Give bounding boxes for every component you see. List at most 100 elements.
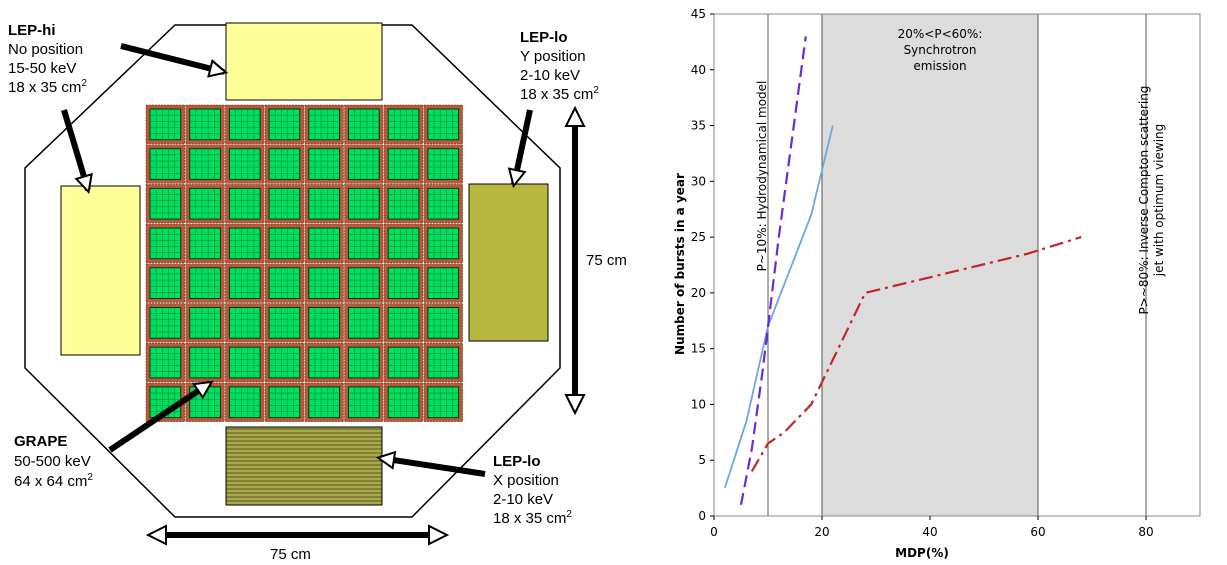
grape-module (225, 223, 265, 264)
grape-module (383, 184, 424, 224)
plot-frame (713, 13, 1201, 517)
grape-module (344, 263, 384, 303)
grape-array (145, 104, 463, 422)
grape-module (185, 223, 225, 264)
grape-module (185, 263, 225, 303)
grape-module (264, 104, 305, 144)
grape-module (344, 184, 384, 224)
x-axis-ticks: 0 20 40 60 80 (710, 516, 1154, 539)
grape-module (383, 223, 424, 264)
y-tick-label: 10 (691, 397, 706, 411)
grape-module (423, 144, 463, 184)
annotation-hydrodynamical: P~10%: Hydrodynamical model (755, 81, 769, 272)
dim-vertical-head-top (564, 105, 586, 127)
lep-lo-y-energy: 2-10 keV (520, 67, 580, 84)
instrument-diagram: LEP-hi No position 15-50 keV 18 x 35 cm2… (8, 22, 627, 563)
dim-horizontal-head-left (145, 524, 167, 546)
synchrotron-shaded-region (822, 14, 1038, 516)
grape-size: 64 x 64 cm2 (14, 472, 93, 490)
lep-lo-y-title: LEP-lo (520, 29, 568, 46)
grape-module (383, 303, 424, 343)
lep-lo-y-position: Y position (520, 48, 586, 65)
lep-hi-size: 18 x 35 cm2 (8, 78, 87, 96)
grape-module (423, 263, 463, 303)
grape-module (145, 303, 185, 343)
grape-module (145, 223, 185, 264)
grape-module (264, 263, 305, 303)
arrow-grape (108, 380, 214, 453)
grape-module (264, 184, 305, 224)
grape-module (225, 184, 265, 224)
region-divider-lines (767, 14, 1147, 516)
grape-module (225, 382, 265, 422)
grape-module (304, 382, 344, 422)
grape-module (383, 144, 424, 184)
grape-module (225, 303, 265, 343)
arrow-lep-hi-top (120, 43, 229, 78)
grape-module (185, 144, 225, 184)
y-tick-label: 40 (691, 63, 706, 77)
lep-hi-energy: 15-50 keV (8, 60, 76, 77)
grape-module (264, 144, 305, 184)
grape-module (304, 263, 344, 303)
data-series (723, 36, 1082, 506)
annotation-inverse-compton-1: P>~80%: Inverse Compton scattering (1137, 86, 1151, 315)
grape-module (423, 342, 463, 383)
grape-module (304, 303, 344, 343)
lep-hi-detector-top (225, 22, 383, 101)
grape-module (383, 263, 424, 303)
grape-module (344, 303, 384, 343)
x-tick-label: 80 (1138, 525, 1153, 539)
grape-module (304, 223, 344, 264)
grape-module (423, 382, 463, 422)
lep-lo-x-position: X position (493, 472, 559, 489)
series-line-solid (723, 125, 834, 489)
grape-module (145, 263, 185, 303)
annotation-synchrotron-2: Synchrotron (904, 43, 977, 57)
y-tick-label: 25 (691, 230, 706, 244)
lep-lo-x-size: 18 x 35 cm2 (493, 509, 572, 527)
grape-module (145, 104, 185, 144)
x-tick-label: 20 (814, 525, 829, 539)
lep-hi-position: No position (8, 41, 83, 58)
dim-horizontal-head-right (428, 524, 450, 546)
lep-lo-y-size: 18 x 35 cm2 (520, 85, 599, 103)
lep-lo-y-detector (468, 183, 549, 342)
arrow-lep-lo-y (507, 109, 533, 189)
lep-lo-x-title: LEP-lo (493, 453, 541, 470)
dim-vertical-head-bottom (564, 394, 586, 416)
grape-module (304, 184, 344, 224)
y-tick-label: 15 (691, 342, 706, 356)
grape-module (423, 184, 463, 224)
mdp-chart: 0 5 10 15 20 25 30 35 40 45 0 20 40 60 80 MDP(%) Numb… (673, 7, 1201, 560)
grape-module (145, 144, 185, 184)
y-tick-label: 5 (698, 453, 706, 467)
lep-lo-x-energy: 2-10 keV (493, 491, 553, 508)
grape-module (423, 223, 463, 264)
grape-module (344, 144, 384, 184)
grape-energy: 50-500 keV (14, 453, 91, 470)
grape-module (225, 342, 265, 383)
grape-module (264, 303, 305, 343)
y-tick-label: 35 (691, 119, 706, 133)
arrow-lep-hi-left (61, 109, 93, 195)
grape-module (304, 104, 344, 144)
y-axis-ticks: 0 5 10 15 20 25 30 35 40 45 (691, 7, 714, 523)
y-tick-label: 20 (691, 286, 706, 300)
x-tick-label: 60 (1030, 525, 1045, 539)
grape-module (383, 342, 424, 383)
annotation-inverse-compton-2: jet with optimum viewing (1152, 124, 1166, 278)
grape-module (423, 303, 463, 343)
series-line-dashed (739, 36, 807, 506)
y-tick-label: 30 (691, 174, 706, 188)
arrow-lep-lo-x (375, 450, 486, 477)
x-tick-label: 0 (710, 525, 718, 539)
grape-module (383, 104, 424, 144)
grape-module (344, 104, 384, 144)
grape-module (225, 144, 265, 184)
grape-module (185, 303, 225, 343)
grape-module (344, 342, 384, 383)
grape-module (145, 184, 185, 224)
grape-module (344, 382, 384, 422)
